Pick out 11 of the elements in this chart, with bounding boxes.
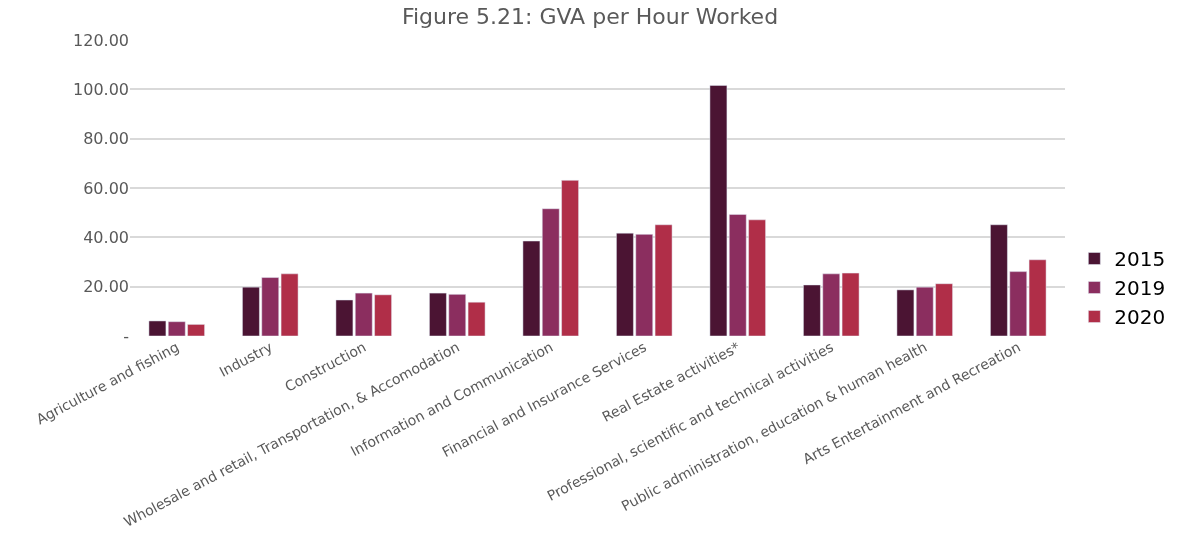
- y-tick-label: 100.00: [73, 79, 129, 99]
- y-tick-label: 80.00: [83, 129, 129, 149]
- y-tick-label: -: [123, 326, 129, 346]
- legend-label: 2019: [1114, 276, 1166, 301]
- y-tick-label: 40.00: [83, 227, 129, 247]
- legend-label: 2015: [1114, 247, 1166, 272]
- chart-title: Figure 5.21: GVA per Hour Worked: [401, 3, 779, 29]
- y-tick-label: 60.00: [83, 178, 129, 198]
- y-tick-label: 120.00: [73, 30, 129, 50]
- y-tick-label: 20.00: [83, 277, 129, 297]
- legend-label: 2020: [1114, 305, 1166, 330]
